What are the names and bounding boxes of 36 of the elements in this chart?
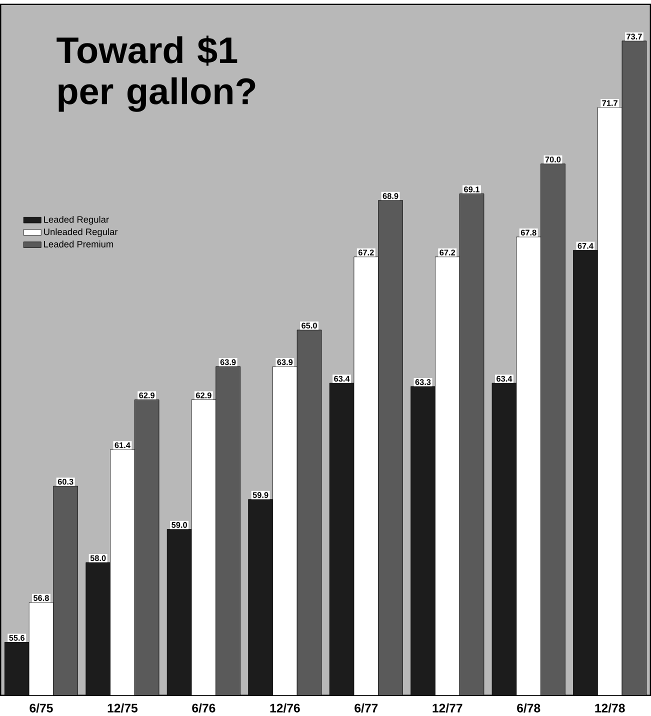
data-label: 63.3	[415, 379, 431, 386]
data-label: 63.4	[496, 376, 512, 382]
data-label: 65.0	[302, 322, 317, 329]
x-tick-label: 12/78	[595, 703, 625, 713]
legend-label: Unleaded Regular	[44, 228, 118, 237]
data-label: 73.7	[626, 34, 642, 40]
data-label: 59.0	[172, 522, 187, 528]
legend-label: Leaded Premium	[44, 240, 114, 248]
data-label: 63.9	[277, 359, 293, 366]
data-label: 69.1	[464, 186, 480, 192]
data-label: 70.0	[545, 156, 561, 162]
x-tick-label: 12/76	[270, 703, 300, 713]
data-label: 55.6	[9, 635, 25, 641]
x-tick-label: 6/75	[30, 703, 53, 713]
data-label: 59.9	[252, 492, 268, 498]
data-label: 56.8	[33, 595, 49, 601]
text: Toward $1 per gallon?	[56, 36, 256, 112]
data-label: 67.2	[358, 250, 374, 256]
x-tick-label: 6/77	[354, 703, 378, 713]
data-label: 68.9	[382, 193, 398, 199]
data-label: 60.3	[58, 478, 74, 485]
data-label: 61.4	[114, 442, 130, 448]
x-tick-label: 12/77	[432, 703, 462, 713]
data-label: 63.9	[220, 359, 236, 366]
data-label: 71.7	[602, 100, 618, 106]
legend-label: Leaded Regular	[44, 216, 109, 225]
x-tick-label: 6/78	[517, 703, 540, 713]
data-label: 62.9	[196, 392, 212, 398]
x-tick-label: 12/75	[108, 703, 138, 713]
data-label: 63.4	[334, 376, 350, 382]
data-label: 58.0	[90, 555, 106, 562]
data-label: 62.9	[139, 392, 154, 398]
data-label: 67.2	[440, 250, 455, 256]
x-tick-label: 6/76	[192, 703, 216, 713]
data-label: 67.8	[520, 230, 536, 236]
data-label: 67.4	[578, 242, 594, 249]
